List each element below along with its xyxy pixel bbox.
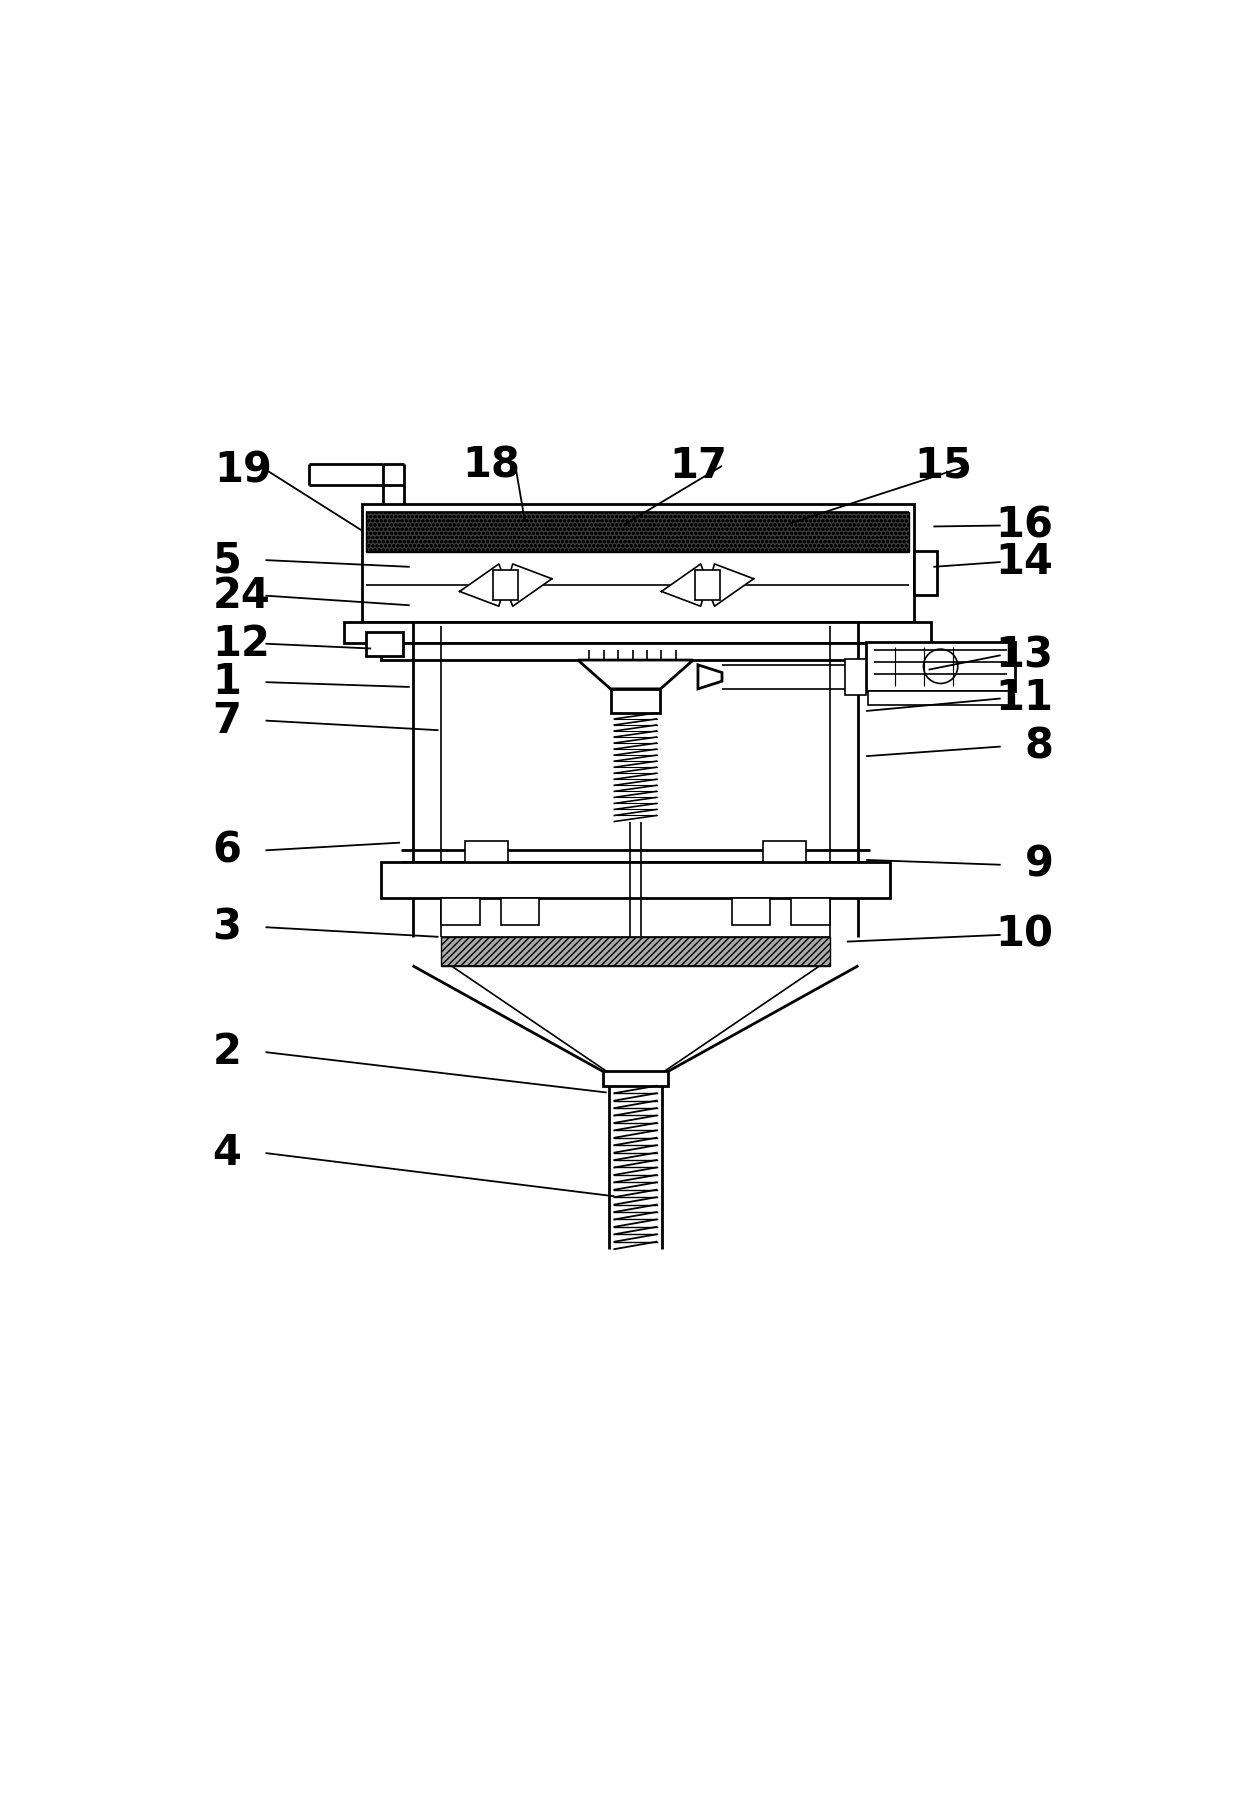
Polygon shape [661,565,708,606]
Bar [868,690,1013,705]
Bar [365,554,911,620]
Text: 4: 4 [213,1133,242,1174]
Bar [465,841,507,861]
Text: 24: 24 [213,575,270,617]
Text: 11: 11 [996,678,1054,719]
Bar [610,689,661,714]
Bar [764,841,806,861]
Text: 17: 17 [670,444,727,487]
Bar [844,660,866,694]
Polygon shape [698,665,722,689]
Bar [494,570,518,601]
Text: 14: 14 [996,541,1054,583]
Bar [345,622,931,642]
Polygon shape [708,565,754,606]
Bar [367,512,909,552]
Text: 15: 15 [914,444,972,487]
Bar [501,899,539,926]
Text: 7: 7 [213,699,242,741]
Bar [791,899,830,926]
Text: 2: 2 [213,1030,242,1073]
Bar [603,1072,668,1086]
Text: 13: 13 [996,635,1054,676]
Bar [362,505,914,622]
Bar [441,937,830,966]
Bar [732,899,770,926]
Text: 1: 1 [213,662,242,703]
Bar [381,642,895,660]
Text: 8: 8 [1024,726,1054,768]
Text: 10: 10 [996,913,1054,957]
Text: 19: 19 [215,450,273,491]
Bar [381,861,890,899]
Polygon shape [506,565,552,606]
Bar [441,899,480,926]
Text: 16: 16 [996,505,1054,547]
Text: 9: 9 [1024,843,1054,886]
Text: 3: 3 [213,906,242,948]
Polygon shape [460,565,506,606]
Bar [866,642,1016,690]
Text: 6: 6 [213,829,242,872]
Bar [367,631,403,656]
Text: 12: 12 [213,622,270,665]
Polygon shape [578,660,693,689]
Text: 5: 5 [213,539,242,581]
Bar [696,570,720,601]
Bar [914,552,937,595]
Text: 18: 18 [463,444,521,487]
